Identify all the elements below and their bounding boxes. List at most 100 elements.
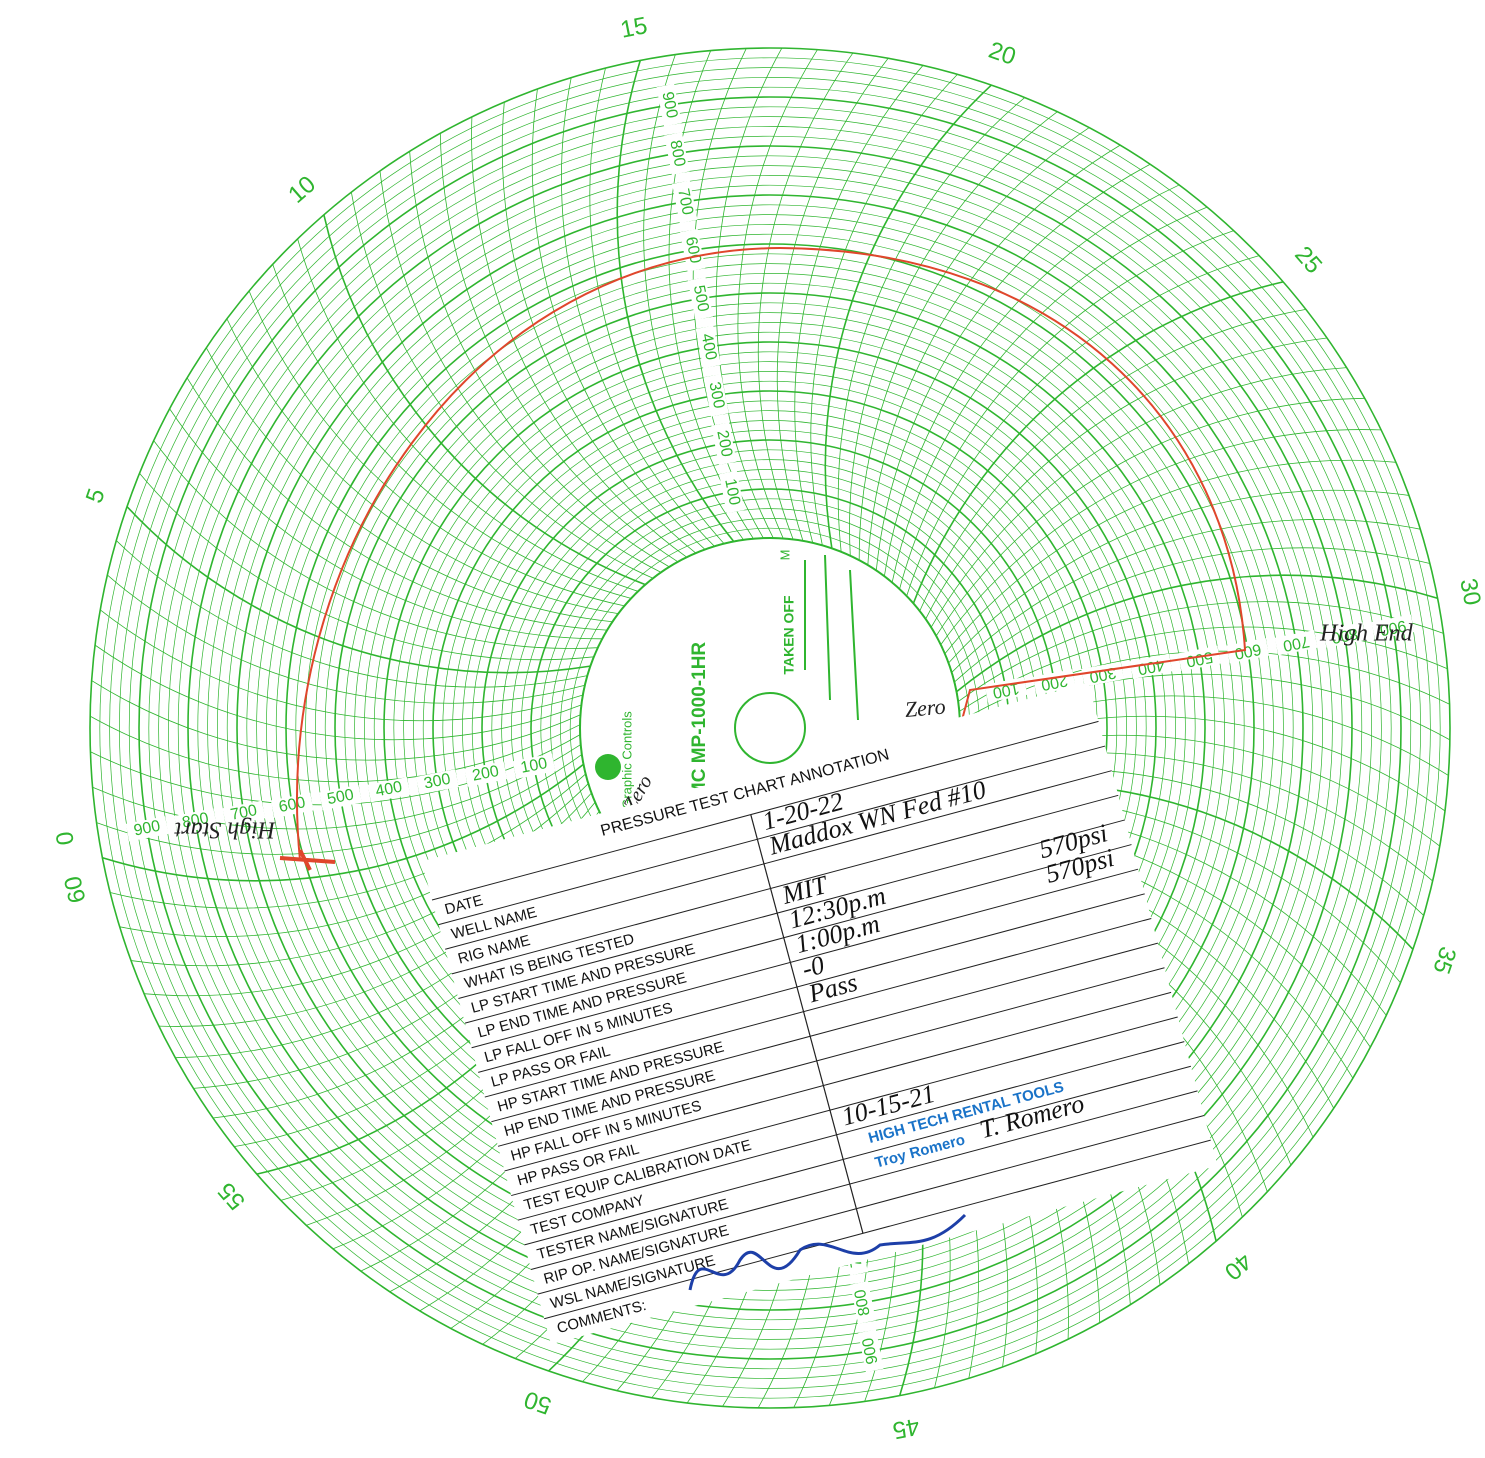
pressure-label-bg	[319, 784, 362, 811]
card-row-line	[537, 1115, 1205, 1295]
pressure-label-bg	[1081, 661, 1125, 687]
pressure-label: 400	[698, 332, 720, 362]
grid-ring	[128, 86, 1412, 1370]
pressure-label: 300	[705, 381, 727, 411]
pressure-label: 100	[519, 755, 549, 777]
pressure-label: 900	[860, 1336, 882, 1366]
pressure-label: 500	[1185, 648, 1215, 670]
minute-label: 30	[1454, 576, 1485, 607]
pressure-label-bg	[125, 816, 169, 842]
grid-radial	[169, 408, 603, 640]
pressure-label-bg	[858, 1329, 884, 1373]
grid-radial	[906, 255, 1260, 597]
card-row-line	[478, 893, 1145, 1073]
minute-label: 45	[890, 1412, 921, 1444]
grid-radial	[858, 127, 1090, 561]
pressure-label-bg	[1178, 645, 1221, 672]
pressure-label: 500	[326, 786, 356, 808]
grid-radial	[930, 367, 1347, 628]
high-start-note: High Start	[173, 816, 276, 842]
grid-radial	[297, 238, 639, 592]
pressure-label-bg	[672, 180, 698, 224]
grid-radial	[323, 214, 646, 586]
pressure-label-bg	[367, 777, 411, 803]
pressure-label-bg	[679, 228, 706, 272]
grid-radial	[824, 84, 992, 549]
grid-radial	[875, 163, 1151, 571]
card-row-line	[491, 942, 1159, 1123]
grid-radial	[100, 609, 584, 722]
grid-radial	[956, 574, 1438, 693]
grid-radial	[919, 308, 1306, 612]
pressure-label: 200	[471, 763, 501, 785]
card-row-line	[530, 1090, 1198, 1270]
card-row-line	[504, 991, 1172, 1172]
pressure-label: 400	[374, 779, 404, 801]
card-row-line	[544, 1139, 1211, 1320]
pressure-label-bg	[464, 761, 508, 787]
grid-radial	[531, 88, 706, 550]
pressure-label-bg	[1274, 630, 1318, 656]
pressure-label-bg	[719, 470, 745, 514]
grid-radial	[925, 337, 1328, 620]
grid-radial	[501, 102, 697, 554]
pressure-label-bg	[850, 1281, 876, 1324]
card-row-line	[464, 844, 1132, 1024]
pressure-label: 700	[229, 802, 259, 824]
grid-radial	[935, 397, 1365, 637]
grid-radial	[186, 377, 608, 631]
card-row-line	[517, 1041, 1185, 1221]
pressure-label-bg	[415, 769, 459, 795]
minute-label: 0	[51, 830, 80, 847]
grid-ring	[158, 116, 1382, 1340]
grid-ring	[207, 165, 1333, 1291]
grid-radial	[561, 77, 715, 547]
grid-radial	[891, 206, 1208, 583]
m-mark: M	[777, 550, 792, 561]
grid-radial	[94, 644, 582, 741]
pressure-label: 800	[1330, 624, 1360, 646]
grid-ring	[168, 126, 1372, 1330]
pressure-label: 800	[181, 810, 211, 832]
minute-label: 60	[59, 874, 91, 906]
grid-radial	[668, 50, 754, 539]
grid-radial	[589, 68, 725, 544]
hub-hole	[734, 692, 806, 764]
hub-lines	[804, 554, 859, 721]
pressure-label: 700	[1281, 632, 1311, 654]
minute-label: 15	[618, 12, 649, 44]
zero-note: Zero	[904, 694, 947, 722]
grid-ring	[138, 96, 1402, 1360]
card-row-line	[458, 819, 1126, 1000]
pressure-label-bg	[664, 132, 690, 175]
grid-radial	[643, 54, 744, 541]
pressure-label: 600	[1233, 640, 1263, 662]
pressure-label-bg	[711, 422, 737, 466]
pressure-trace	[296, 246, 1247, 861]
grid-radial	[899, 230, 1234, 590]
grid-radial	[616, 60, 735, 542]
pressure-label: 100	[721, 477, 743, 507]
pressure-label-bg	[687, 277, 714, 320]
grid-radial	[837, 97, 1025, 552]
grid-radial	[954, 547, 1430, 683]
pressure-label: 900	[658, 90, 680, 120]
card-row-line	[451, 794, 1119, 975]
grid-ring	[99, 57, 1441, 1399]
pressure-label-bg	[695, 325, 721, 369]
pressure-label: 200	[713, 429, 735, 459]
trace-start-mark	[279, 849, 336, 871]
pressure-label: 700	[674, 187, 696, 217]
pressure-label: 400	[1136, 656, 1166, 678]
pressure-label: 800	[666, 139, 688, 169]
signature	[688, 1213, 967, 1291]
card-row-line	[484, 917, 1152, 1098]
grid-radial	[153, 440, 598, 649]
grid-radial	[409, 151, 670, 568]
card-row-line	[511, 1016, 1178, 1197]
grid-radial	[205, 347, 613, 623]
pressure-label-bg	[1129, 653, 1173, 679]
grid-radial	[715, 47, 783, 539]
pressure-label: 800	[852, 1288, 874, 1318]
card-row-line	[471, 868, 1139, 1049]
